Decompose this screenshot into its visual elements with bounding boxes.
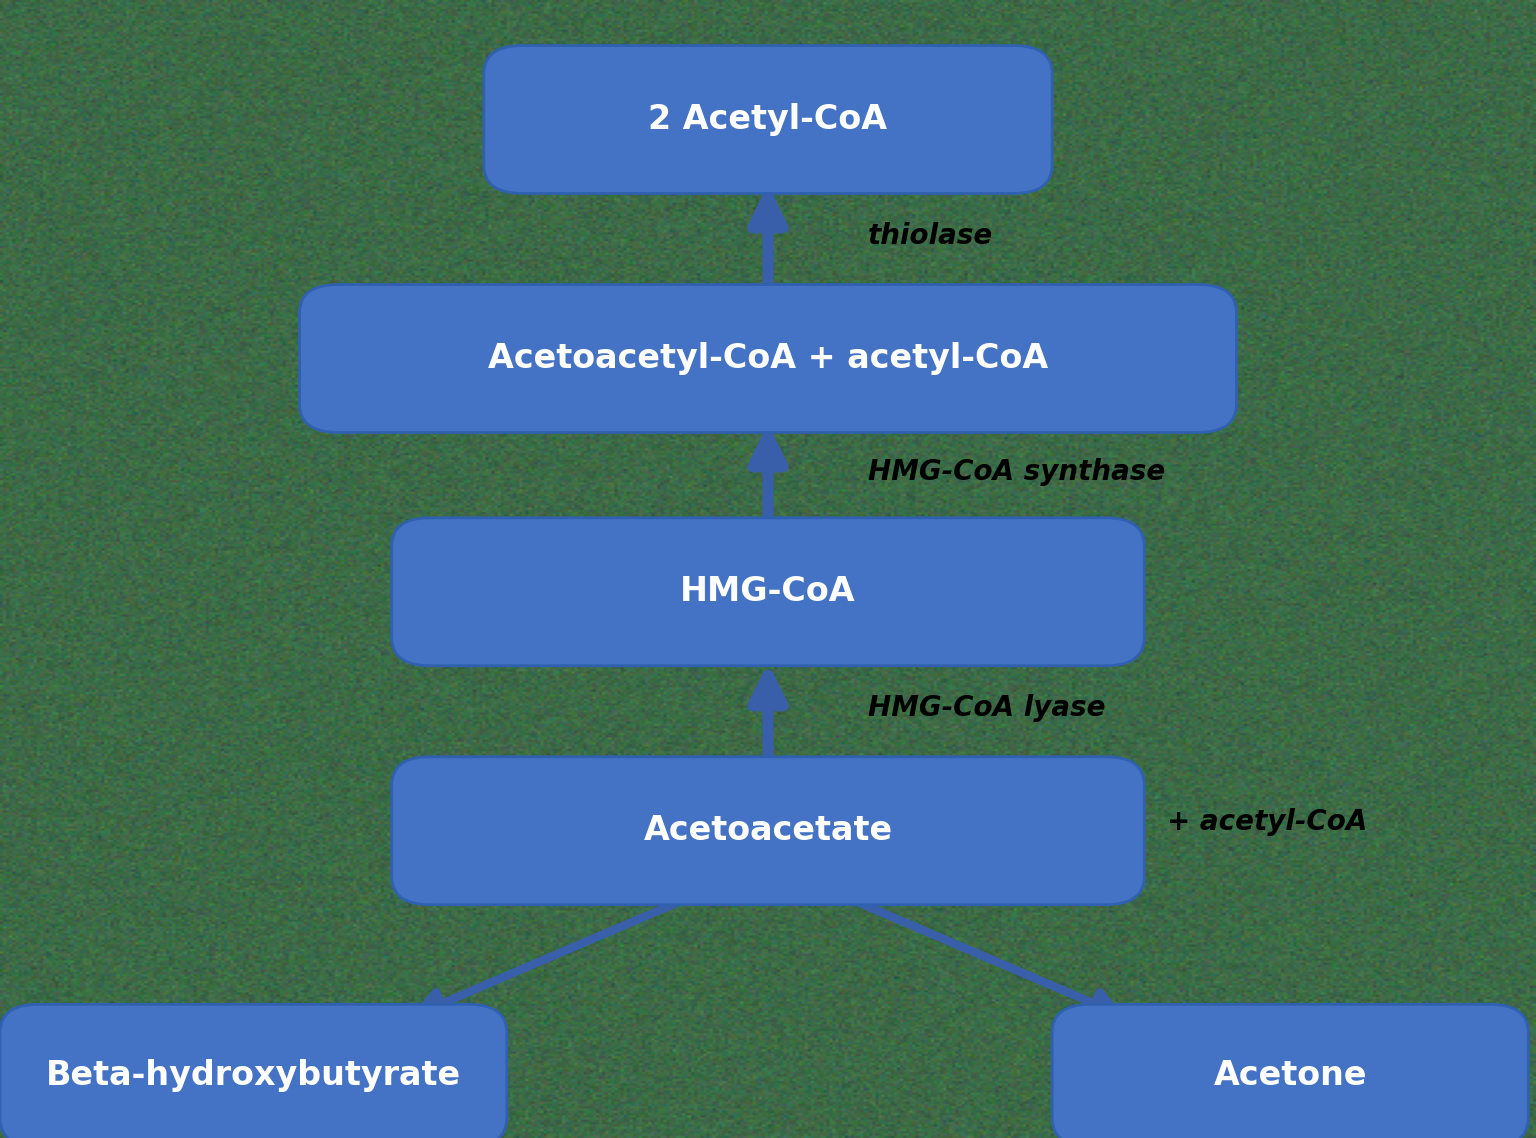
Text: Acetone: Acetone: [1213, 1059, 1367, 1091]
FancyBboxPatch shape: [392, 518, 1144, 666]
FancyBboxPatch shape: [1052, 1005, 1528, 1138]
Text: HMG-CoA lyase: HMG-CoA lyase: [868, 694, 1106, 721]
Text: Acetoacetyl-CoA + acetyl-CoA: Acetoacetyl-CoA + acetyl-CoA: [488, 343, 1048, 374]
Text: Beta-hydroxybutyrate: Beta-hydroxybutyrate: [46, 1059, 461, 1091]
Text: HMG-CoA synthase: HMG-CoA synthase: [868, 459, 1166, 486]
FancyBboxPatch shape: [0, 1005, 507, 1138]
FancyBboxPatch shape: [484, 46, 1052, 193]
FancyBboxPatch shape: [300, 284, 1236, 432]
FancyBboxPatch shape: [392, 757, 1144, 905]
Text: 2 Acetyl-CoA: 2 Acetyl-CoA: [648, 104, 888, 135]
Text: + acetyl-CoA: + acetyl-CoA: [1167, 808, 1367, 835]
Text: thiolase: thiolase: [868, 222, 994, 249]
Text: Acetoacetate: Acetoacetate: [644, 815, 892, 847]
Text: HMG-CoA: HMG-CoA: [680, 576, 856, 608]
